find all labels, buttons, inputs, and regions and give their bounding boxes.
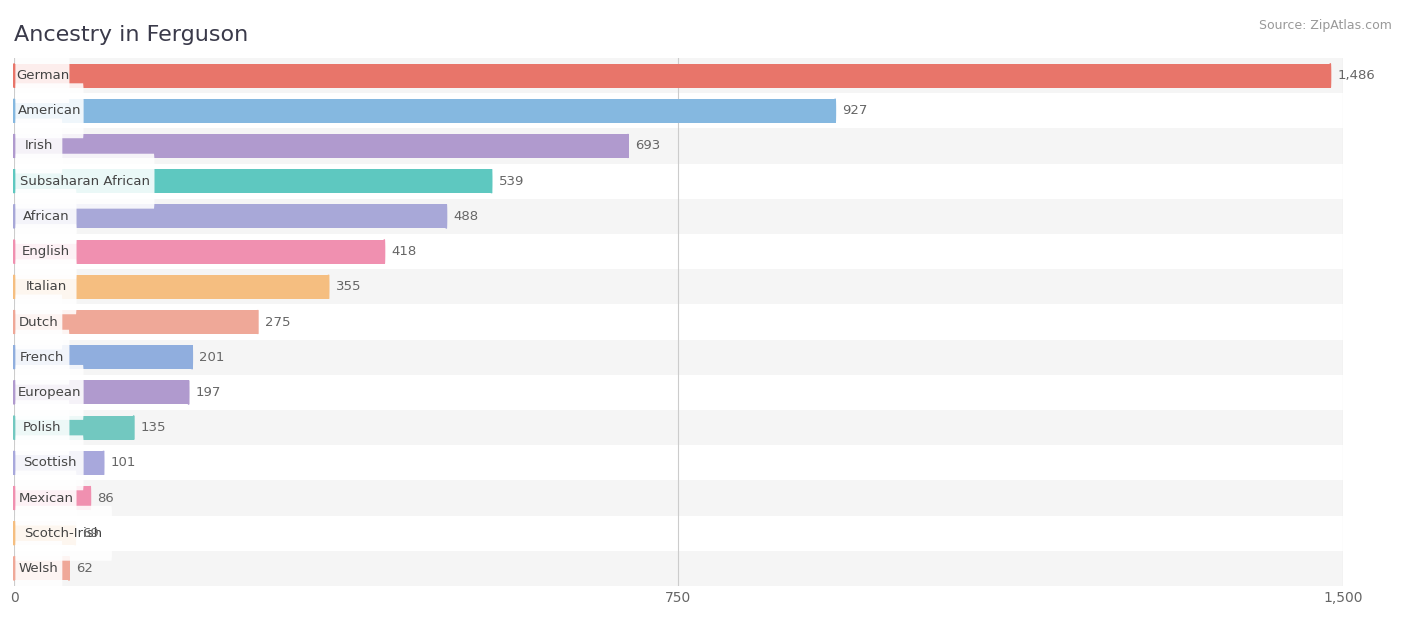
Text: 69: 69 xyxy=(83,527,98,540)
FancyBboxPatch shape xyxy=(15,154,155,209)
Bar xyxy=(14,445,1343,480)
Text: African: African xyxy=(22,210,69,223)
Text: English: English xyxy=(22,245,70,258)
Bar xyxy=(14,516,1343,551)
Bar xyxy=(14,269,1343,305)
Text: Polish: Polish xyxy=(22,421,62,434)
Bar xyxy=(14,164,1343,199)
Bar xyxy=(14,556,69,580)
Text: 101: 101 xyxy=(111,457,136,469)
Text: 488: 488 xyxy=(453,210,478,223)
Text: 86: 86 xyxy=(97,491,114,504)
Bar xyxy=(14,234,1343,269)
Bar xyxy=(14,339,1343,375)
Text: Scottish: Scottish xyxy=(22,457,76,469)
Bar xyxy=(14,551,1343,586)
Text: 355: 355 xyxy=(336,280,361,293)
FancyBboxPatch shape xyxy=(15,83,83,138)
Text: 201: 201 xyxy=(200,351,225,364)
Bar xyxy=(14,305,1343,339)
Bar xyxy=(14,480,1343,516)
FancyBboxPatch shape xyxy=(15,294,62,350)
Text: European: European xyxy=(18,386,82,399)
Bar xyxy=(14,64,1330,88)
Bar xyxy=(14,93,1343,128)
FancyBboxPatch shape xyxy=(15,506,112,561)
Text: 197: 197 xyxy=(195,386,221,399)
FancyBboxPatch shape xyxy=(15,541,62,596)
Text: 539: 539 xyxy=(499,175,524,187)
FancyBboxPatch shape xyxy=(15,118,62,173)
Bar xyxy=(14,169,492,193)
Bar xyxy=(14,204,446,229)
Text: 693: 693 xyxy=(636,140,661,153)
FancyBboxPatch shape xyxy=(15,260,76,314)
FancyBboxPatch shape xyxy=(15,400,69,455)
Text: 275: 275 xyxy=(264,316,290,328)
FancyBboxPatch shape xyxy=(15,435,83,490)
Bar xyxy=(14,58,1343,93)
Text: Subsaharan African: Subsaharan African xyxy=(20,175,150,187)
Bar xyxy=(14,375,1343,410)
Bar xyxy=(14,240,384,263)
Text: Source: ZipAtlas.com: Source: ZipAtlas.com xyxy=(1258,19,1392,32)
Bar xyxy=(14,486,90,510)
Text: Irish: Irish xyxy=(25,140,53,153)
Bar xyxy=(14,310,257,334)
Bar xyxy=(14,381,188,404)
Text: Dutch: Dutch xyxy=(20,316,59,328)
Text: Scotch-Irish: Scotch-Irish xyxy=(25,527,103,540)
Bar xyxy=(14,415,134,440)
FancyBboxPatch shape xyxy=(15,189,76,244)
FancyBboxPatch shape xyxy=(15,330,69,384)
Text: 418: 418 xyxy=(391,245,416,258)
Text: French: French xyxy=(20,351,65,364)
Bar xyxy=(14,451,104,475)
FancyBboxPatch shape xyxy=(15,224,76,279)
Text: German: German xyxy=(15,69,69,82)
Text: 1,486: 1,486 xyxy=(1337,69,1375,82)
Bar xyxy=(14,410,1343,445)
Bar xyxy=(14,521,75,545)
FancyBboxPatch shape xyxy=(15,365,83,420)
Text: 927: 927 xyxy=(842,104,868,117)
FancyBboxPatch shape xyxy=(15,48,69,103)
Bar xyxy=(14,128,1343,164)
Text: American: American xyxy=(18,104,82,117)
Text: Ancestry in Ferguson: Ancestry in Ferguson xyxy=(14,25,249,45)
Bar xyxy=(14,345,193,369)
Bar xyxy=(14,134,628,158)
Text: Mexican: Mexican xyxy=(18,491,73,504)
Text: Italian: Italian xyxy=(25,280,66,293)
Bar xyxy=(14,99,835,123)
Text: 62: 62 xyxy=(76,562,93,575)
Text: Welsh: Welsh xyxy=(20,562,59,575)
Bar xyxy=(14,199,1343,234)
FancyBboxPatch shape xyxy=(15,471,76,526)
Text: 135: 135 xyxy=(141,421,166,434)
Bar xyxy=(14,275,329,299)
